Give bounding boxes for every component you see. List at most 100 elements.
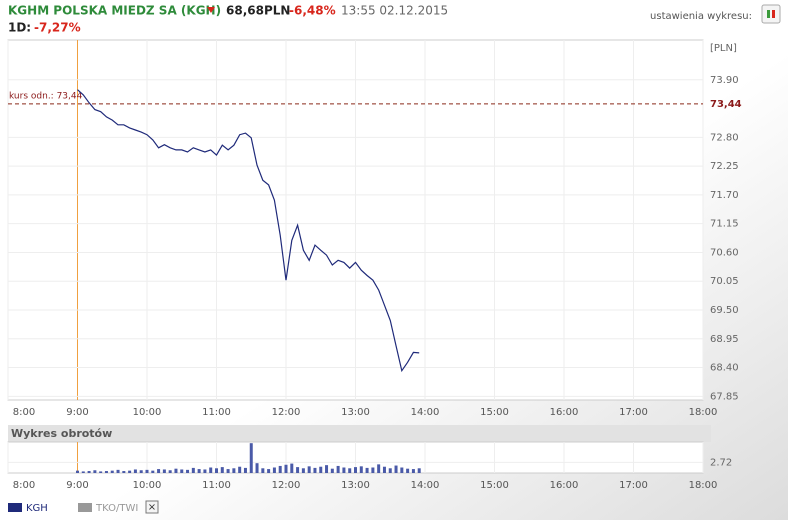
x-tick-label: 13:00 [341, 407, 370, 418]
volume-bar [209, 467, 213, 473]
volume-bar [330, 468, 334, 473]
x-tick-label: 13:00 [341, 480, 370, 491]
x-tick-label: 16:00 [550, 407, 579, 418]
volume-header [8, 425, 711, 442]
volume-bar [128, 470, 132, 473]
timestamp: 13:55 02.12.2015 [341, 4, 448, 18]
volume-bar [307, 466, 311, 473]
volume-bar [290, 463, 294, 473]
volume-bar [220, 467, 224, 473]
y-tick-label: 72.25 [710, 161, 739, 172]
volume-bar [261, 468, 265, 473]
x-tick-label: 17:00 [619, 480, 648, 491]
volume-bar [110, 470, 114, 473]
volume-bar [180, 469, 184, 473]
x-tick-label: 14:00 [411, 407, 440, 418]
volume-bar [151, 470, 155, 473]
y-tick-label: 73.90 [710, 75, 739, 86]
volume-bar [382, 466, 386, 473]
volume-bar [417, 468, 421, 473]
volume-bar [249, 443, 253, 473]
settings-button[interactable] [761, 4, 781, 24]
volume-bar [157, 469, 161, 473]
x-tick-label: 14:00 [411, 480, 440, 491]
settings-icon [772, 10, 775, 18]
volume-bar [278, 465, 282, 473]
price-line [77, 89, 420, 373]
volume-bar [215, 468, 218, 473]
y-tick-label: 70.05 [710, 276, 739, 287]
x-tick-label: 10:00 [133, 407, 162, 418]
volume-bar [255, 463, 259, 473]
volume-bar [145, 469, 149, 473]
x-tick-label: 12:00 [272, 480, 301, 491]
volume-bar [104, 471, 108, 473]
settings-icon [767, 10, 770, 18]
volume-bar [388, 468, 392, 473]
close-button[interactable] [145, 500, 159, 514]
volume-bar [93, 470, 97, 473]
volume-bar [325, 465, 329, 473]
x-tick-label: 15:00 [480, 480, 509, 491]
volume-title: Wykres obrotów [11, 427, 112, 440]
x-tick-label: 12:00 [272, 407, 301, 418]
y-tick-label: 71.70 [710, 190, 739, 201]
y-tick-label: 71.15 [710, 219, 739, 230]
legend-label: KGH [26, 503, 48, 514]
volume-bar [342, 467, 346, 473]
volume-bar [116, 469, 120, 473]
volume-bar [168, 470, 172, 473]
volume-bar [76, 470, 79, 473]
x-tick-label: 8:00 [13, 480, 35, 491]
legend-swatch [78, 503, 92, 512]
down-arrow [207, 7, 215, 13]
volume-bar [365, 467, 369, 473]
volume-bar [203, 469, 207, 473]
volume-bar [284, 464, 288, 473]
x-tick-label: 15:00 [480, 407, 509, 418]
stock-name: KGHM POLSKA MIEDZ SA (KGH) [8, 4, 221, 18]
settings-label: ustawienia wykresu: [650, 11, 752, 22]
price: 68,68PLN [226, 4, 290, 18]
x-tick-label: 9:00 [66, 407, 88, 418]
legend-compare[interactable]: TKO/TWI [95, 503, 138, 514]
x-tick-label: 11:00 [202, 480, 231, 491]
volume-bar [400, 467, 404, 473]
x-tick-label: 9:00 [66, 480, 88, 491]
volume-bar [238, 466, 242, 473]
reference-value: 73,44 [710, 99, 742, 110]
volume-bar [354, 467, 357, 473]
volume-bar [313, 467, 317, 473]
x-tick-label: 16:00 [550, 480, 579, 491]
y-tick-label: 67.85 [710, 391, 739, 402]
y-tick-label: 72.80 [710, 132, 739, 143]
volume-bar [319, 466, 323, 473]
volume-bar [272, 467, 276, 473]
volume-bar [267, 469, 271, 473]
volume-bar [411, 469, 415, 473]
change: -6,48% [289, 4, 336, 18]
volume-bar [406, 468, 410, 473]
volume-bar [348, 468, 352, 473]
y-tick-label: 69.50 [710, 305, 739, 316]
y-unit: [PLN] [710, 43, 737, 54]
volume-bar [99, 471, 103, 473]
volume-bar [226, 469, 230, 473]
volume-bar [139, 470, 143, 473]
volume-bar [243, 467, 247, 473]
x-tick-label: 17:00 [619, 407, 648, 418]
period-change: -7,27% [34, 21, 81, 35]
volume-bar [81, 471, 85, 473]
volume-bar [197, 469, 201, 473]
x-tick-label: 10:00 [133, 480, 162, 491]
volume-bar [186, 469, 190, 473]
close-icon[interactable]: × [148, 502, 156, 513]
reference-label: kurs odn.: 73,44 [9, 91, 83, 101]
x-tick-label: 18:00 [689, 407, 718, 418]
x-tick-label: 11:00 [202, 407, 231, 418]
legend-swatch [8, 503, 22, 512]
volume-bar [87, 471, 91, 473]
volume-bar [377, 464, 381, 473]
volume-bar [232, 468, 236, 473]
